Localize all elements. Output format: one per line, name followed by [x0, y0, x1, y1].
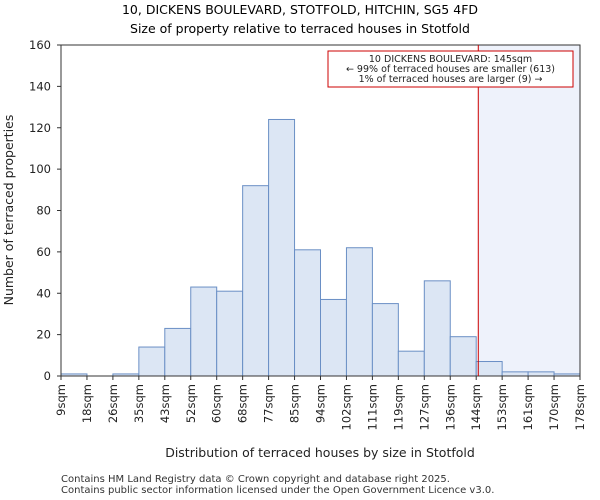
chart-title-line2: Size of property relative to terraced ho… — [130, 21, 470, 36]
bar-161sqm — [527, 371, 555, 377]
bars-group — [60, 118, 581, 377]
x-tick-label: 127sqm — [417, 384, 431, 430]
x-tick-label: 43sqm — [158, 384, 172, 423]
x-tick-label: 18sqm — [80, 384, 94, 423]
x-axis-label: Distribution of terraced houses by size … — [165, 445, 475, 460]
bar-85sqm — [294, 249, 321, 377]
bar-68sqm — [242, 185, 270, 377]
x-tick-label: 60sqm — [210, 384, 224, 423]
annotation-box: 10 DICKENS BOULEVARD: 145sqm ← 99% of te… — [327, 50, 574, 88]
annotation-frame — [327, 50, 574, 88]
bar-77sqm — [268, 118, 296, 377]
chart-title-line1: 10, DICKENS BOULEVARD, STOTFOLD, HITCHIN… — [122, 2, 478, 17]
y-tick-label: 0 — [44, 369, 51, 383]
y-axis-label: Number of terraced properties — [1, 115, 16, 306]
x-tick-label: 77sqm — [262, 384, 276, 423]
annotation-line3: 1% of terraced houses are larger (9) → — [359, 74, 543, 85]
y-tick-label: 60 — [36, 245, 51, 259]
bar-127sqm — [423, 280, 451, 377]
x-tick-label: 102sqm — [339, 384, 353, 430]
bar-43sqm — [164, 327, 192, 377]
bar-153sqm — [501, 371, 529, 377]
bar-144sqm — [475, 361, 503, 377]
x-tick-label: 144sqm — [469, 384, 483, 430]
x-tick-label: 161sqm — [521, 384, 535, 430]
x-tick-label: 153sqm — [495, 384, 509, 430]
x-tick-label: 119sqm — [391, 384, 405, 430]
bar-52sqm — [190, 286, 218, 377]
larger-region-highlight — [478, 45, 580, 376]
annotation-line2: ← 99% of terraced houses are smaller (61… — [346, 64, 555, 75]
x-tick-label: 9sqm — [54, 384, 68, 416]
y-tick-label: 20 — [36, 328, 51, 342]
x-tick-label: 170sqm — [547, 384, 561, 430]
x-tick-label: 85sqm — [288, 384, 302, 423]
y-tick-label: 100 — [29, 162, 51, 176]
bar-94sqm — [320, 298, 347, 377]
annotation-line1: 10 DICKENS BOULEVARD: 145sqm — [369, 54, 532, 65]
bar-136sqm — [449, 336, 477, 377]
y-tick-label: 140 — [29, 79, 51, 93]
x-tick-label: 68sqm — [236, 384, 250, 423]
x-axis-ticks: 9sqm 18sqm 26sqm 35sqm 43sqm 52sqm 60sqm 68sqm 7… — [54, 376, 587, 430]
y-axis-ticks: 0 20 40 60 80 100 120 140 160 — [29, 38, 61, 383]
footer-line1: Contains HM Land Registry data © Crown c… — [61, 474, 450, 485]
bar-35sqm — [138, 346, 166, 377]
y-tick-label: 160 — [29, 38, 51, 52]
x-tick-label: 178sqm — [573, 384, 587, 430]
x-tick-label: 26sqm — [106, 384, 120, 423]
bar-102sqm — [345, 247, 373, 377]
y-tick-label: 120 — [29, 121, 51, 135]
y-tick-label: 40 — [36, 286, 51, 300]
y-tick-label: 80 — [36, 204, 51, 218]
plot-area-frame — [60, 44, 581, 377]
bar-60sqm — [216, 290, 244, 377]
x-tick-label: 136sqm — [443, 384, 457, 430]
x-tick-label: 52sqm — [184, 384, 198, 423]
footer-line2: Contains public sector information licen… — [61, 485, 495, 496]
x-tick-label: 94sqm — [314, 384, 328, 423]
bar-111sqm — [371, 303, 399, 377]
x-tick-label: 35sqm — [132, 384, 146, 423]
x-tick-label: 111sqm — [365, 384, 379, 430]
bar-119sqm — [397, 350, 425, 377]
